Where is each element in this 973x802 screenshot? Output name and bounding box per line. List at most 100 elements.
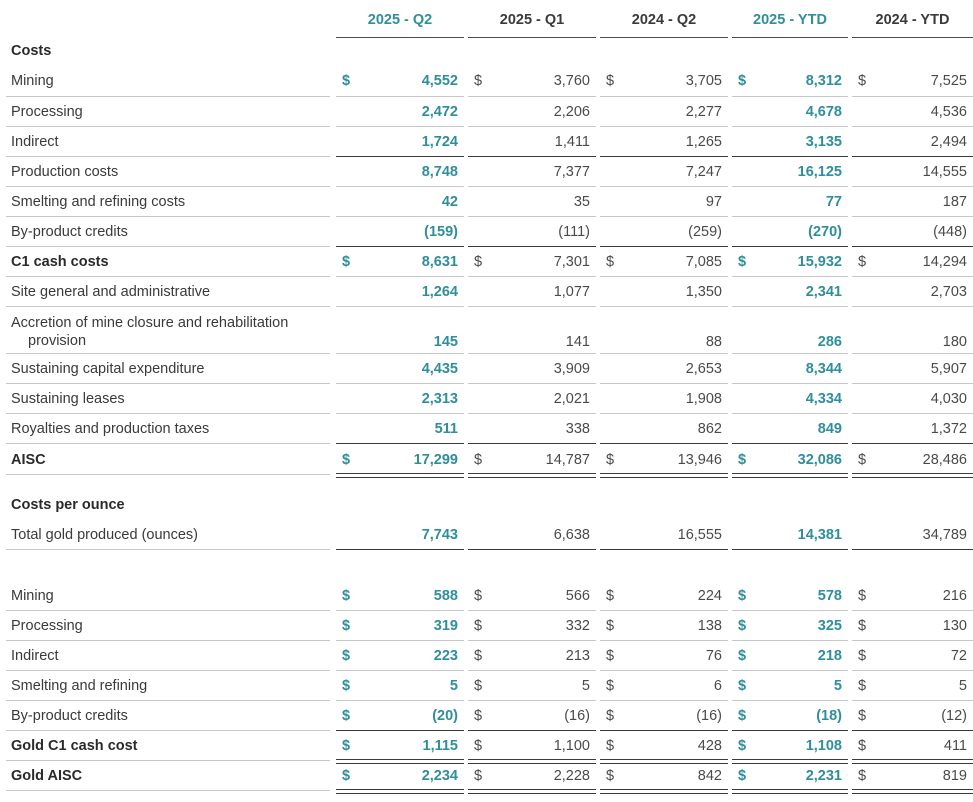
row-label: Indirect <box>11 134 59 150</box>
column-header-5: 2024 - YTD <box>852 12 973 38</box>
cell-value: 3,705 <box>685 73 722 89</box>
cell-value: 6,638 <box>553 527 590 543</box>
double-underline <box>600 759 728 764</box>
value-cell: 6,638 <box>468 527 596 547</box>
currency-symbol: $ <box>474 452 483 468</box>
currency-symbol: $ <box>342 588 351 604</box>
cell-underline <box>732 126 848 127</box>
cell-value: (18) <box>816 708 842 724</box>
cell-underline <box>468 610 596 611</box>
cell-value: 1,724 <box>421 134 458 150</box>
cell-value: 5 <box>449 678 458 694</box>
value-cell: 2,494 <box>852 134 973 154</box>
currency-symbol: $ <box>858 738 867 754</box>
value-cell: 3,909 <box>468 361 596 381</box>
cell-value: 8,631 <box>421 254 458 270</box>
cell-underline <box>852 126 973 127</box>
value-cell: 4,435 <box>336 361 464 381</box>
cell-value: 7,301 <box>553 254 590 270</box>
double-underline <box>468 759 596 764</box>
currency-symbol: $ <box>738 618 747 634</box>
cell-underline <box>468 640 596 641</box>
cell-value: 17,299 <box>413 452 458 468</box>
row-label: Sustaining capital expenditure <box>11 361 205 377</box>
row-divider <box>6 640 330 641</box>
currency-symbol: $ <box>342 618 351 634</box>
currency-symbol: $ <box>738 768 747 784</box>
row-label: AISC <box>11 452 46 468</box>
currency-symbol: $ <box>738 452 747 468</box>
value-cell: $224 <box>600 588 728 608</box>
value-cell: 338 <box>468 421 596 441</box>
cell-value: 411 <box>943 738 967 754</box>
cell-underline <box>468 306 596 307</box>
cell-underline <box>468 353 596 354</box>
cell-value: 2,231 <box>805 768 842 784</box>
cell-underline <box>336 246 464 247</box>
value-cell: $1,100 <box>468 738 596 758</box>
value-cell: 145 <box>336 334 464 354</box>
value-cell: $6 <box>600 678 728 698</box>
cell-underline <box>732 610 848 611</box>
cell-underline <box>336 96 464 97</box>
value-cell: $8,312 <box>732 73 848 93</box>
row-divider <box>6 186 330 187</box>
currency-symbol: $ <box>858 618 867 634</box>
row-label: Processing <box>11 104 83 120</box>
cell-value: 14,294 <box>922 254 967 270</box>
value-cell: 1,265 <box>600 134 728 154</box>
cell-value: (20) <box>432 708 458 724</box>
value-cell: 97 <box>600 194 728 214</box>
value-cell: $ (16) <box>600 708 728 728</box>
cell-underline <box>336 156 464 157</box>
cell-value: 842 <box>697 768 722 784</box>
currency-symbol: $ <box>606 648 615 664</box>
value-cell: $ (12) <box>852 708 973 728</box>
currency-symbol: $ <box>738 648 747 664</box>
cell-underline <box>732 353 848 354</box>
currency-symbol: $ <box>474 254 483 270</box>
cell-underline <box>732 549 848 550</box>
cell-underline <box>852 700 973 701</box>
value-cell: $8,631 <box>336 254 464 274</box>
cell-value: 213 <box>565 648 590 664</box>
section-heading: Costs per ounce <box>11 497 125 513</box>
cell-value: 187 <box>942 194 967 210</box>
cell-value: 5 <box>958 678 967 694</box>
value-cell: $2,231 <box>732 768 848 788</box>
cell-underline <box>600 549 728 550</box>
cell-underline <box>468 126 596 127</box>
cell-value: 5 <box>581 678 590 694</box>
value-cell: 141 <box>468 334 596 354</box>
row-label: By-product credits <box>11 224 128 240</box>
cell-underline <box>468 700 596 701</box>
cell-value: (159) <box>424 224 458 240</box>
cell-underline <box>600 96 728 97</box>
cell-underline <box>852 96 973 97</box>
value-cell: $5 <box>468 678 596 698</box>
value-cell: 14,555 <box>852 164 973 184</box>
cell-value: 2,228 <box>553 768 590 784</box>
cell-value: 8,748 <box>421 164 458 180</box>
cell-underline <box>600 700 728 701</box>
cell-value: 28,486 <box>922 452 967 468</box>
value-cell: 34,789 <box>852 527 973 547</box>
currency-symbol: $ <box>606 254 615 270</box>
value-cell: $130 <box>852 618 973 638</box>
cell-value: 428 <box>697 738 722 754</box>
cell-value: (448) <box>933 224 967 240</box>
cell-value: 16,125 <box>797 164 842 180</box>
value-cell: $72 <box>852 648 973 668</box>
cell-value: 2,313 <box>421 391 458 407</box>
value-cell: 1,077 <box>468 284 596 304</box>
cell-underline <box>336 549 464 550</box>
row-label: Smelting and refining costs <box>11 194 186 210</box>
currency-symbol: $ <box>342 254 351 270</box>
currency-symbol: $ <box>342 648 351 664</box>
value-cell: $588 <box>336 588 464 608</box>
currency-symbol: $ <box>342 452 351 468</box>
cell-value: 14,555 <box>922 164 967 180</box>
cell-underline <box>852 549 973 550</box>
value-cell: $223 <box>336 648 464 668</box>
cell-underline <box>852 156 973 157</box>
